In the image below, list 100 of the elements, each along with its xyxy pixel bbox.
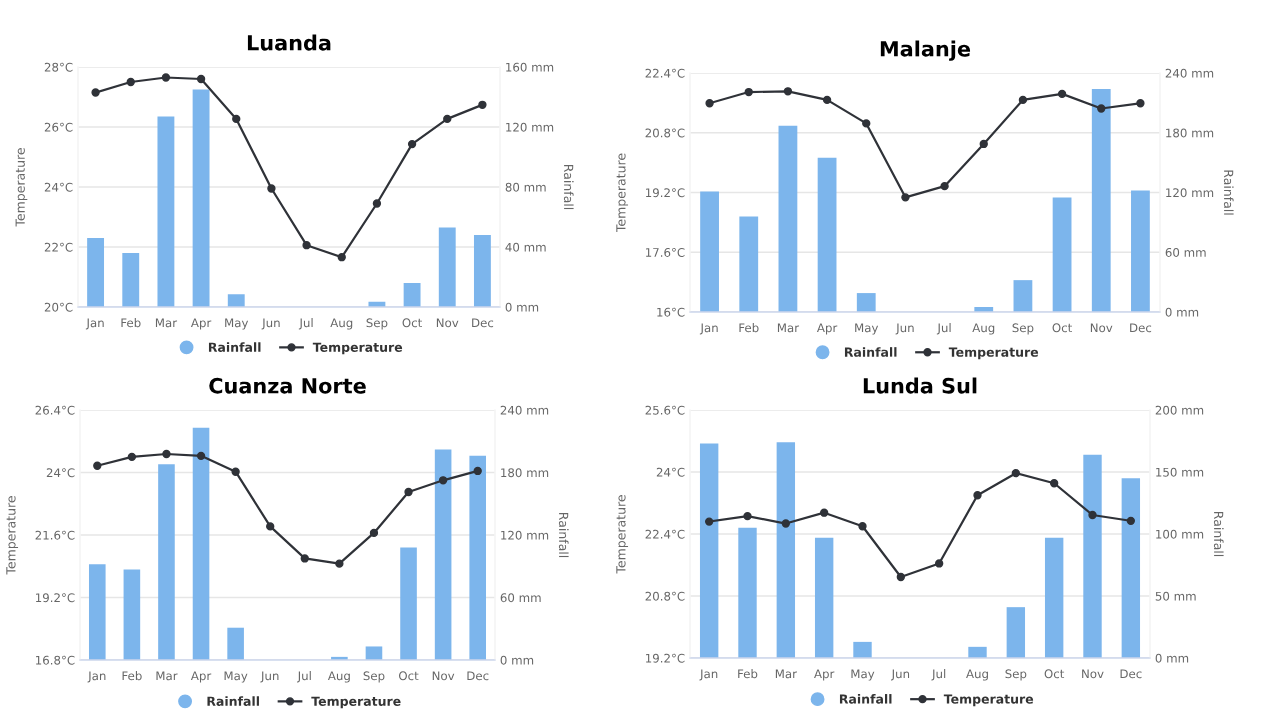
bar: [88, 564, 106, 660]
x-tick-label: Apr: [190, 671, 212, 683]
bar: [473, 235, 491, 307]
x-tick-label: Nov: [432, 671, 455, 681]
y2-tick-label: 0 mm: [500, 655, 534, 665]
legend-label: Temperature: [943, 694, 1034, 707]
y-tick-label: 24°C: [656, 467, 685, 477]
bar: [776, 442, 796, 658]
y2-tick-label: 240 mm: [1165, 68, 1214, 78]
y-tick-label: 21.6°C: [35, 530, 75, 540]
point: [1136, 99, 1145, 108]
y2-tick-label: 60 mm: [500, 593, 541, 603]
x-tick-label: Feb: [121, 318, 141, 328]
point: [744, 87, 753, 97]
y-tick-label: 22.4°C: [645, 68, 685, 78]
legend-label: Temperature: [311, 696, 401, 709]
y-tick-label: 24°C: [44, 182, 73, 192]
y-axis-title: Temperature: [616, 495, 629, 574]
y2-tick-label: 180 mm: [1166, 128, 1214, 138]
point: [438, 476, 448, 485]
x-tick-label: Aug: [330, 318, 353, 330]
x-tick-label: Sep: [366, 318, 388, 330]
y2-tick-label: 240 mm: [500, 405, 549, 415]
bar: [853, 641, 872, 658]
y2-tick-label: 160 mm: [506, 62, 554, 72]
bar: [1052, 197, 1072, 312]
x-tick-label: Aug: [972, 323, 995, 335]
bar: [122, 253, 140, 307]
y2-tick-label: 0 mm: [1155, 653, 1189, 663]
bar: [700, 191, 719, 312]
x-tick-label: Jan: [85, 318, 104, 330]
x-tick-label: Apr: [814, 669, 835, 681]
x-tick-label: Dec: [1130, 323, 1152, 333]
point: [896, 572, 906, 582]
point: [335, 559, 344, 568]
x-tick-label: May: [855, 323, 879, 335]
bar: [400, 547, 417, 660]
x-tick-label: Oct: [402, 318, 423, 328]
bar: [158, 464, 175, 660]
legend-label: Rainfall: [839, 694, 892, 704]
x-tick-label: Jul: [297, 671, 311, 683]
bar: [403, 283, 421, 307]
x-tick-label: Aug: [966, 669, 988, 681]
y-tick-label: 19.2°C: [646, 653, 685, 663]
x-tick-label: Jun: [261, 318, 280, 330]
y2-tick-label: 60 mm: [1165, 247, 1206, 257]
bar: [469, 455, 487, 660]
y-tick-label: 17.6°C: [646, 247, 685, 257]
point: [300, 554, 309, 563]
x-tick-label: May: [225, 318, 249, 330]
x-tick-label: Sep: [1005, 669, 1027, 681]
y2-axis-title: Rainfall: [558, 512, 569, 558]
point: [126, 77, 135, 87]
x-tick-label: Mar: [777, 323, 800, 333]
point: [196, 451, 206, 461]
x-tick-label: Dec: [467, 671, 489, 681]
bar: [192, 89, 210, 307]
bar: [699, 443, 719, 658]
point: [91, 88, 100, 97]
y-tick-label: 19.2°C: [36, 593, 75, 603]
point: [267, 184, 276, 193]
legend-label: Temperature: [312, 342, 403, 355]
y2-tick-label: 80 mm: [505, 182, 546, 192]
x-tick-label: Dec: [1120, 669, 1142, 679]
x-tick-label: Jun: [891, 669, 910, 681]
x-tick-label: May: [224, 671, 248, 683]
y2-axis-title: Rainfall: [563, 164, 574, 210]
y-tick-label: 25.6°C: [645, 405, 685, 415]
y-tick-label: 20.8°C: [645, 591, 685, 601]
bar: [365, 646, 383, 660]
y-axis-title: Temperature: [15, 148, 28, 227]
bar: [1131, 190, 1150, 312]
x-tick-label: Jan: [699, 323, 718, 335]
point: [162, 449, 171, 459]
y-tick-label: 22.4°C: [645, 529, 685, 539]
point: [196, 74, 206, 84]
y2-tick-label: 120 mm: [1166, 188, 1214, 198]
x-tick-label: Nov: [1090, 323, 1113, 333]
point: [781, 519, 791, 528]
x-tick-label: Nov: [436, 318, 459, 328]
x-tick-label: Feb: [122, 671, 142, 681]
point: [1011, 468, 1021, 478]
point: [266, 522, 275, 531]
bar: [434, 449, 452, 660]
point: [443, 114, 452, 124]
point: [473, 466, 482, 476]
bar: [227, 294, 245, 307]
y2-tick-label: 120 mm: [501, 530, 549, 540]
y2-axis-title: Rainfall: [1223, 170, 1234, 215]
point: [1088, 510, 1097, 520]
y2-tick-label: 0 mm: [1165, 307, 1199, 317]
point: [1018, 95, 1028, 105]
y-tick-label: 19.2°C: [646, 188, 685, 198]
x-tick-label: Aug: [327, 671, 350, 683]
y-tick-label: 26.4°C: [35, 405, 75, 415]
x-tick-label: Oct: [1052, 323, 1073, 333]
chart-title: Luanda: [247, 34, 331, 51]
point: [407, 139, 417, 149]
bar: [157, 116, 175, 307]
y-tick-label: 16°C: [657, 307, 685, 317]
